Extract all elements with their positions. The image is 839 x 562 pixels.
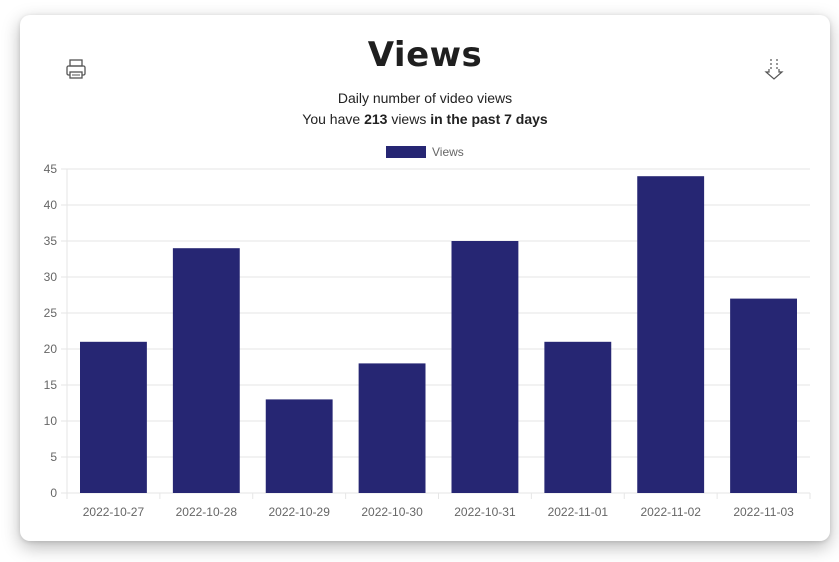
download-icon	[764, 59, 784, 80]
x-tick-label: 2022-11-03	[733, 505, 794, 519]
x-tick-label: 2022-10-27	[83, 505, 145, 519]
print-button[interactable]	[62, 55, 90, 83]
bar-2022-11-01	[544, 341, 612, 493]
legend-label: Views	[432, 145, 464, 159]
bar-2022-10-27	[80, 341, 147, 493]
y-tick-label: 15	[44, 378, 58, 392]
bar-chart: 0 5 10 15 20 25 30 35 40 45 2022-10-27 2022-10-28 20…	[44, 145, 811, 519]
bar-2022-10-30	[358, 363, 426, 493]
chart-legend: Views	[386, 145, 464, 159]
printer-icon	[66, 59, 86, 79]
summary-mid: views	[391, 111, 427, 127]
y-tick-label: 45	[44, 162, 58, 176]
summary-count: 213	[364, 111, 388, 127]
x-tick-label: 2022-10-31	[454, 505, 516, 519]
x-tick-label: 2022-10-30	[361, 505, 423, 519]
y-tick-label: 35	[44, 234, 58, 248]
x-tick-label: 2022-10-28	[176, 505, 238, 519]
y-tick-label: 5	[50, 450, 57, 464]
y-tick-label: 40	[44, 198, 58, 212]
y-tick-label: 20	[44, 342, 58, 356]
bar-2022-10-28	[172, 248, 240, 493]
legend-swatch	[386, 146, 426, 158]
summary-period: in the past 7 days	[430, 111, 548, 127]
bar-2022-11-03	[730, 298, 797, 493]
bar-2022-11-02	[637, 176, 705, 493]
bar-2022-10-31	[451, 241, 519, 493]
x-tick-label: 2022-10-29	[268, 505, 330, 519]
views-summary: You have 213 views in the past 7 days	[20, 111, 830, 127]
download-button[interactable]	[760, 55, 788, 83]
chart-title: Views	[367, 35, 483, 75]
y-tick-label: 25	[44, 306, 58, 320]
bar-2022-10-29	[265, 399, 333, 493]
chart-subtitle: Daily number of video views	[337, 90, 513, 106]
summary-prefix: You have	[302, 111, 361, 127]
x-tick-label: 2022-11-01	[548, 505, 609, 519]
y-tick-label: 10	[44, 414, 58, 428]
y-tick-label: 0	[50, 486, 57, 500]
x-tick-label: 2022-11-02	[640, 505, 701, 519]
y-tick-label: 30	[44, 270, 58, 284]
chart-card: Views Daily number of video views You ha…	[20, 15, 830, 541]
